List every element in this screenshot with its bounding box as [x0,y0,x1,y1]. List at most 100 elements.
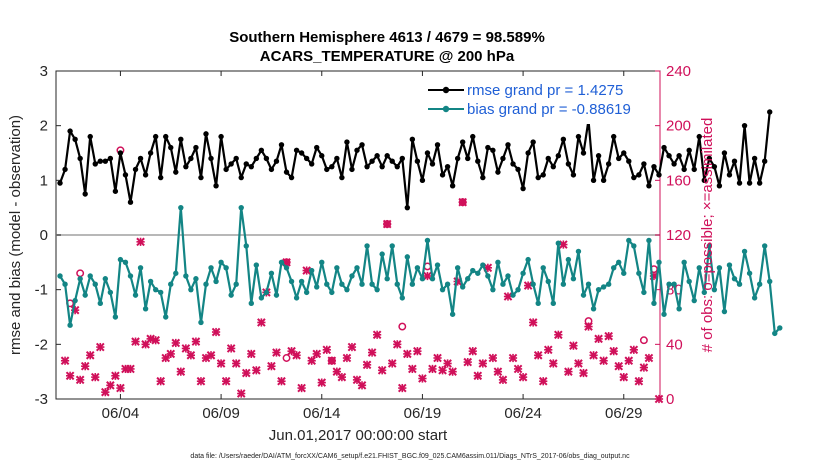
data-point [349,273,355,279]
data-point [641,289,647,296]
data-point [97,300,103,307]
data-point [681,166,687,173]
data-point [429,276,436,282]
data-point [369,281,375,287]
data-point [656,172,662,178]
obs-assimilated-marker [257,318,266,327]
data-point [580,292,587,298]
obs-assimilated-marker [533,350,543,360]
data-point [651,300,657,307]
data-point [434,262,441,268]
data-point [721,308,728,315]
data-point [334,155,340,162]
data-point [605,281,612,287]
data-point [741,122,748,129]
data-point [168,144,174,151]
data-point [344,286,350,293]
data-point [444,281,451,287]
obs-assimilated-marker [518,372,528,382]
obs-assimilated-marker [448,367,457,376]
obs-assimilated-marker [614,361,624,371]
obs-assimilated-marker [267,361,276,371]
data-point [429,161,436,167]
data-point [329,289,335,296]
data-point [495,169,501,175]
data-point [57,273,63,279]
data-point [278,259,285,266]
obs-assimilated-marker [211,327,221,337]
data-point [379,251,385,257]
data-point [449,311,456,317]
data-point [319,259,325,266]
obs-assimilated-marker [181,344,191,353]
data-point [183,163,189,170]
data-point [515,166,521,173]
obs-assimilated-marker [629,345,639,355]
obs-assimilated-marker [433,353,442,363]
obs-assimilated-marker [508,353,518,363]
data-point [485,273,491,279]
data-point [701,289,707,296]
data-point [676,306,682,312]
obs-assimilated-marker [528,318,538,327]
y-axis-label: rmse and bias (model - observation) [7,115,24,355]
data-point [439,286,446,293]
obs-assimilated-marker [90,372,100,382]
data-point [419,177,426,184]
data-point [570,276,577,282]
data-point [761,243,768,249]
obs-assimilated-marker [493,367,503,376]
data-point [696,133,702,140]
data-point [243,161,249,167]
obs-assimilated-marker [221,376,231,386]
obs-assimilated-marker [403,349,412,359]
obs-assimilated-marker [463,357,473,367]
data-point [570,172,577,178]
data-point [283,169,290,175]
data-point [701,177,707,184]
data-point [520,270,526,276]
data-point [686,278,692,285]
y2-tick-label: 200 [666,118,691,135]
data-point [565,256,572,263]
data-point [555,153,562,159]
data-point [132,166,139,173]
data-point [731,276,738,282]
data-point [590,177,597,184]
data-point [636,172,642,178]
obs-assimilated-marker [634,376,644,386]
data-point [525,256,531,263]
data-point [67,322,73,328]
obs-assimilated-marker [186,350,196,360]
obs-assimilated-marker [206,350,216,360]
data-point [107,155,114,162]
data-point [218,133,224,140]
obs-assimilated-marker [196,376,206,386]
data-point [696,265,702,271]
data-point [480,174,486,181]
chart-title: Southern Hemisphere 4613 / 4679 = 98.589… [229,29,545,46]
data-point [102,158,109,164]
data-point [500,281,506,287]
data-point [57,180,63,186]
data-point [706,243,713,249]
data-point [389,158,395,164]
data-point [736,180,743,186]
data-point [535,300,541,307]
obs-possible-marker [282,354,291,362]
data-point [500,155,506,162]
data-point [444,163,451,170]
data-point [334,265,340,271]
data-point [238,174,244,181]
data-point [641,161,647,167]
obs-assimilated-marker [513,364,523,374]
data-point [198,174,204,181]
obs-assimilated-marker [60,356,70,366]
data-point [193,144,199,151]
data-point [152,286,159,293]
obs-assimilated-marker [408,364,417,374]
data-point [505,142,511,148]
data-point [147,278,154,285]
data-point [621,150,627,156]
data-point [540,172,546,178]
